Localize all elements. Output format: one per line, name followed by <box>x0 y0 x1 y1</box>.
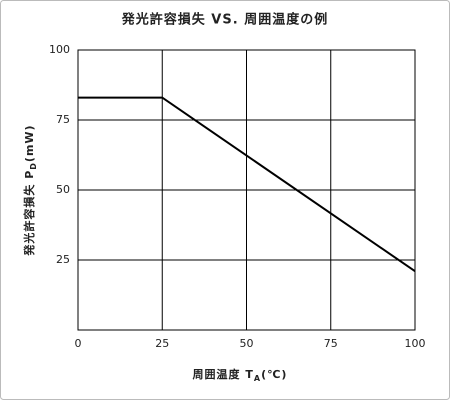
x-tick-label: 100 <box>405 337 426 350</box>
x-tick-label: 75 <box>324 337 338 350</box>
y-tick-label: 25 <box>56 253 70 266</box>
y-tick-label: 100 <box>49 43 70 56</box>
data-line <box>78 96 416 273</box>
y-axis-label: 発光許容損失 PD(mW) <box>22 124 38 256</box>
y-label-main: 発光許容損失 P <box>22 170 36 257</box>
x-label-main: 周囲温度 T <box>193 367 254 381</box>
x-tick-label: 50 <box>240 337 254 350</box>
x-axis-label: 周囲温度 TA(℃) <box>193 367 288 383</box>
y-tick-label: 75 <box>56 113 70 126</box>
chart-title: 発光許容損失 VS. 周囲温度の例 <box>121 12 328 28</box>
y-label-unit: (mW) <box>23 124 36 162</box>
x-tick-label: 0 <box>75 337 82 350</box>
x-tick-label: 25 <box>155 337 169 350</box>
x-label-sub: A <box>254 374 261 383</box>
y-tick-label: 50 <box>56 183 70 196</box>
y-label-sub: D <box>29 162 38 170</box>
x-label-unit: (℃) <box>261 368 287 381</box>
